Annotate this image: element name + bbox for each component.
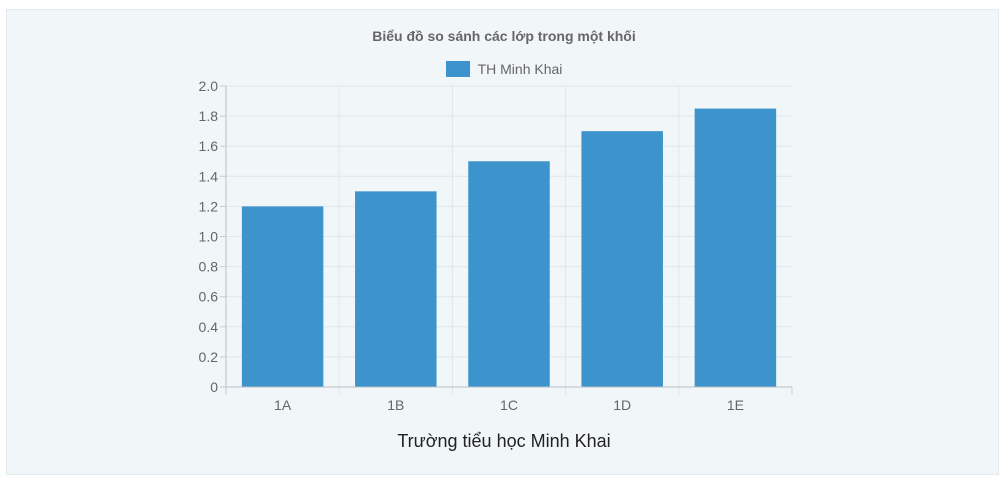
legend-label: TH Minh Khai bbox=[477, 61, 563, 77]
y-tick-label: 1.0 bbox=[199, 229, 219, 245]
x-tick-label: 1B bbox=[387, 397, 404, 413]
bar bbox=[355, 191, 437, 387]
y-tick-label: 1.2 bbox=[199, 198, 219, 214]
x-tick-label: 1E bbox=[727, 397, 744, 413]
y-tick-label: 1.8 bbox=[199, 108, 219, 124]
y-tick-label: 0.2 bbox=[199, 349, 219, 365]
legend-swatch bbox=[445, 61, 470, 77]
x-axis-title: Trường tiểu học Minh Khai bbox=[397, 431, 611, 451]
bar bbox=[468, 161, 550, 387]
y-tick-label: 0.6 bbox=[199, 289, 219, 305]
bar bbox=[694, 108, 777, 387]
x-tick-label: 1D bbox=[613, 397, 631, 413]
legend[interactable]: TH Minh Khai bbox=[0, 61, 1008, 77]
y-tick-label: 1.6 bbox=[199, 138, 219, 154]
x-tick-label: 1C bbox=[500, 397, 518, 413]
chart-title: Biểu đồ so sánh các lớp trong một khối bbox=[372, 28, 636, 44]
y-tick-label: 0.4 bbox=[199, 319, 219, 335]
bar bbox=[241, 206, 324, 387]
y-tick-label: 0.8 bbox=[199, 259, 219, 275]
y-tick-label: 2.0 bbox=[199, 78, 219, 94]
y-tick-label: 0 bbox=[210, 379, 218, 395]
bar bbox=[581, 131, 663, 387]
y-tick-label: 1.4 bbox=[199, 168, 219, 184]
x-tick-label: 1A bbox=[274, 397, 292, 413]
